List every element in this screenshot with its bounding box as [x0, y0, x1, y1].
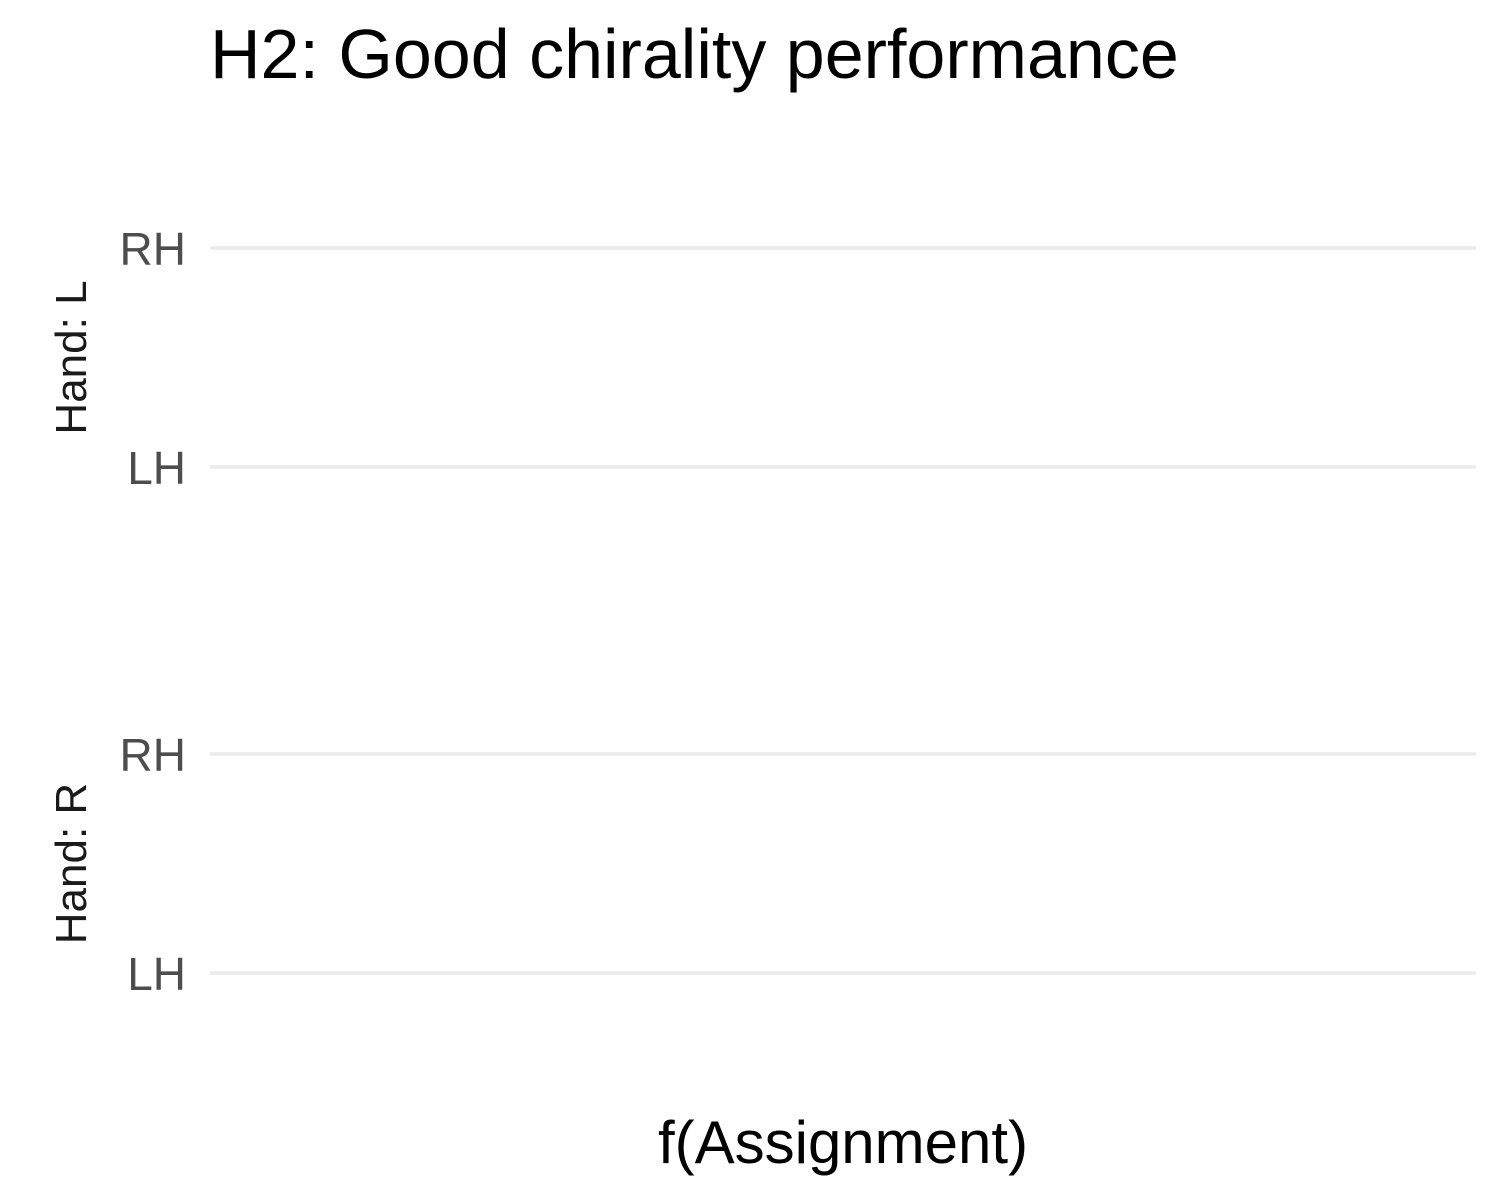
facet-label: Hand: L — [47, 280, 96, 434]
facet-panel: LH RH Hand: R — [47, 729, 1476, 1000]
facet-panel: LH RH Hand: L — [47, 223, 1476, 494]
x-axis-label: f(Assignment) — [658, 1109, 1028, 1176]
y-tick-label: LH — [127, 948, 186, 1000]
y-tick-label: RH — [120, 729, 186, 781]
y-tick-label: RH — [120, 223, 186, 275]
y-tick-label: LH — [127, 442, 186, 494]
chart-title: H2: Good chirality performance — [210, 15, 1179, 93]
facet-label: Hand: R — [47, 783, 96, 944]
facet-panels: LH RH Hand: L LH RH Hand: R — [47, 223, 1476, 1000]
